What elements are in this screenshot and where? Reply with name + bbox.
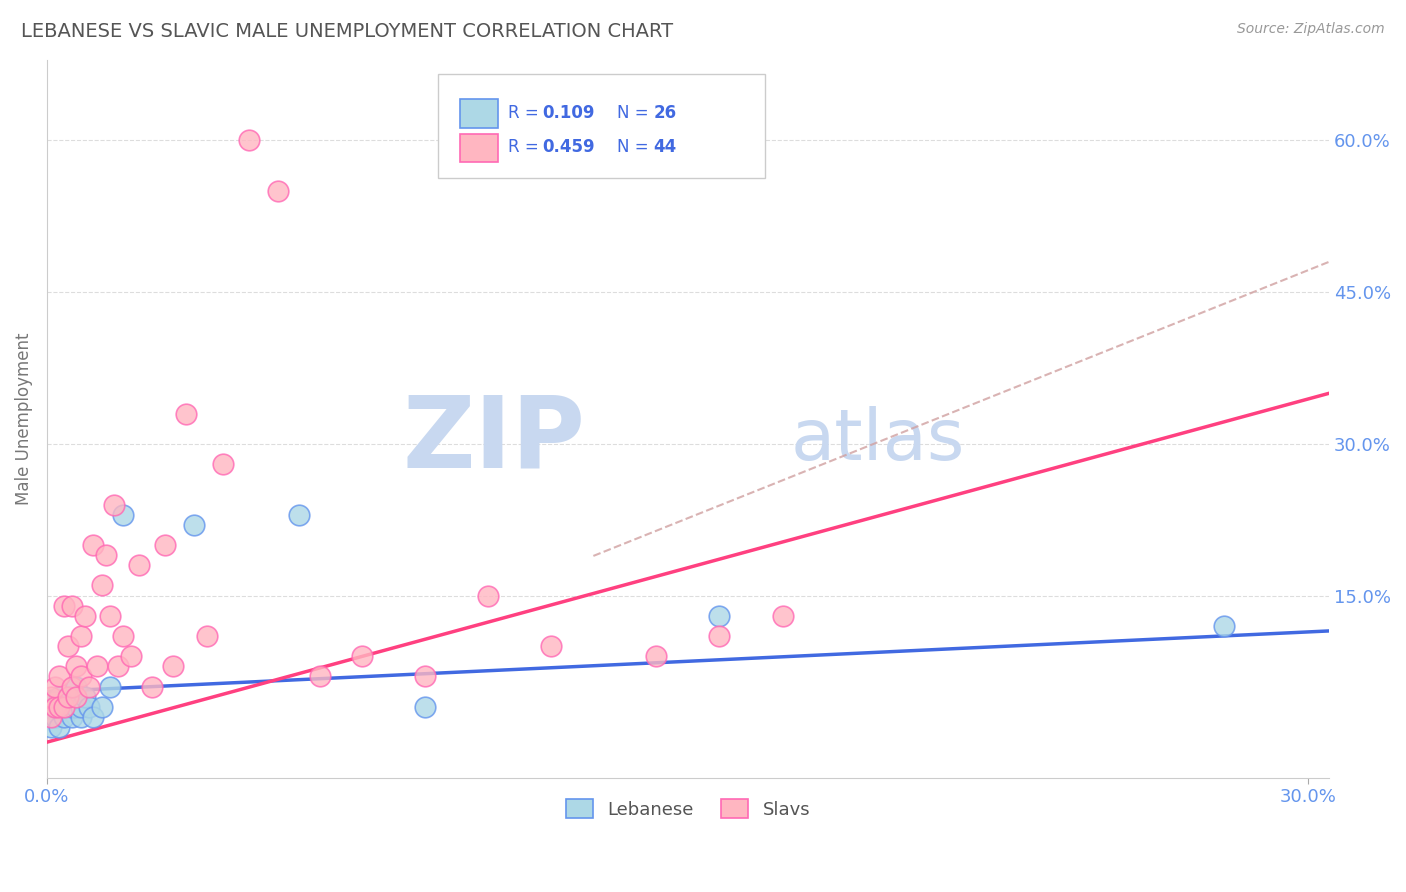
Point (60, 680, 83, 694)
Point (309, 669, 332, 683)
Text: N =: N = (617, 138, 650, 156)
Point (39, 710, 62, 724)
Text: 44: 44 (654, 138, 676, 156)
Point (94, 548, 117, 562)
Point (82, 710, 104, 724)
Point (86, 659, 108, 673)
Point (60, 710, 83, 724)
Point (540, 639, 562, 653)
Point (709, 629, 731, 643)
Point (52, 699, 75, 714)
Point (128, 558, 150, 573)
Point (111, 508, 134, 522)
Point (111, 629, 134, 643)
Text: R =: R = (509, 138, 540, 156)
Text: 0.459: 0.459 (541, 138, 595, 156)
Point (212, 457, 235, 471)
Text: R =: R = (509, 103, 540, 121)
Point (65, 680, 87, 694)
Point (56, 699, 79, 714)
Point (153, 538, 176, 552)
Point (90, 699, 112, 714)
Text: 26: 26 (654, 103, 676, 121)
Point (267, 184, 290, 198)
Point (98, 680, 121, 694)
Point (44, 699, 66, 714)
Point (195, 629, 218, 643)
Point (772, 608, 794, 623)
Legend: Lebanese, Slavs: Lebanese, Slavs (558, 792, 817, 826)
FancyBboxPatch shape (437, 74, 765, 178)
Point (174, 407, 197, 421)
Point (413, 699, 436, 714)
Point (44, 710, 66, 724)
Text: LEBANESE VS SLAVIC MALE UNEMPLOYMENT CORRELATION CHART: LEBANESE VS SLAVIC MALE UNEMPLOYMENT COR… (21, 22, 673, 41)
Point (60, 699, 83, 714)
Text: atlas: atlas (790, 406, 965, 475)
Point (44, 699, 66, 714)
Bar (460, 99, 498, 128)
Point (98, 608, 121, 623)
Point (69, 669, 91, 683)
Point (52, 710, 75, 724)
Point (1212, 619, 1234, 633)
Point (352, 649, 374, 664)
Point (709, 608, 731, 623)
Y-axis label: Male Unemployment: Male Unemployment (15, 333, 32, 505)
Point (69, 629, 91, 643)
Text: N =: N = (617, 103, 650, 121)
Point (288, 508, 311, 522)
Point (77, 699, 100, 714)
Point (48, 690, 70, 704)
Point (77, 680, 100, 694)
Point (44, 680, 66, 694)
Point (56, 690, 79, 704)
Point (413, 669, 436, 683)
Bar (460, 134, 498, 162)
Point (69, 699, 91, 714)
Point (65, 659, 87, 673)
Point (90, 578, 112, 592)
Point (107, 659, 129, 673)
Text: 0.109: 0.109 (541, 103, 595, 121)
Point (103, 498, 125, 512)
Point (82, 538, 104, 552)
Point (183, 517, 205, 532)
Point (48, 699, 70, 714)
Text: Source: ZipAtlas.com: Source: ZipAtlas.com (1237, 22, 1385, 37)
Point (39, 690, 62, 704)
Point (52, 699, 75, 714)
Point (477, 589, 499, 603)
Point (645, 649, 668, 664)
Point (39, 720, 62, 734)
Point (120, 649, 142, 664)
Point (60, 599, 83, 613)
Point (48, 720, 70, 734)
Point (65, 690, 87, 704)
Text: ZIP: ZIP (402, 392, 585, 489)
Point (69, 710, 91, 724)
Point (141, 680, 163, 694)
Point (73, 608, 96, 623)
Point (56, 690, 79, 704)
Point (73, 690, 96, 704)
Point (56, 639, 79, 653)
Point (162, 659, 184, 673)
Point (48, 669, 70, 683)
Point (238, 134, 260, 148)
Point (52, 599, 75, 613)
Point (65, 699, 87, 714)
